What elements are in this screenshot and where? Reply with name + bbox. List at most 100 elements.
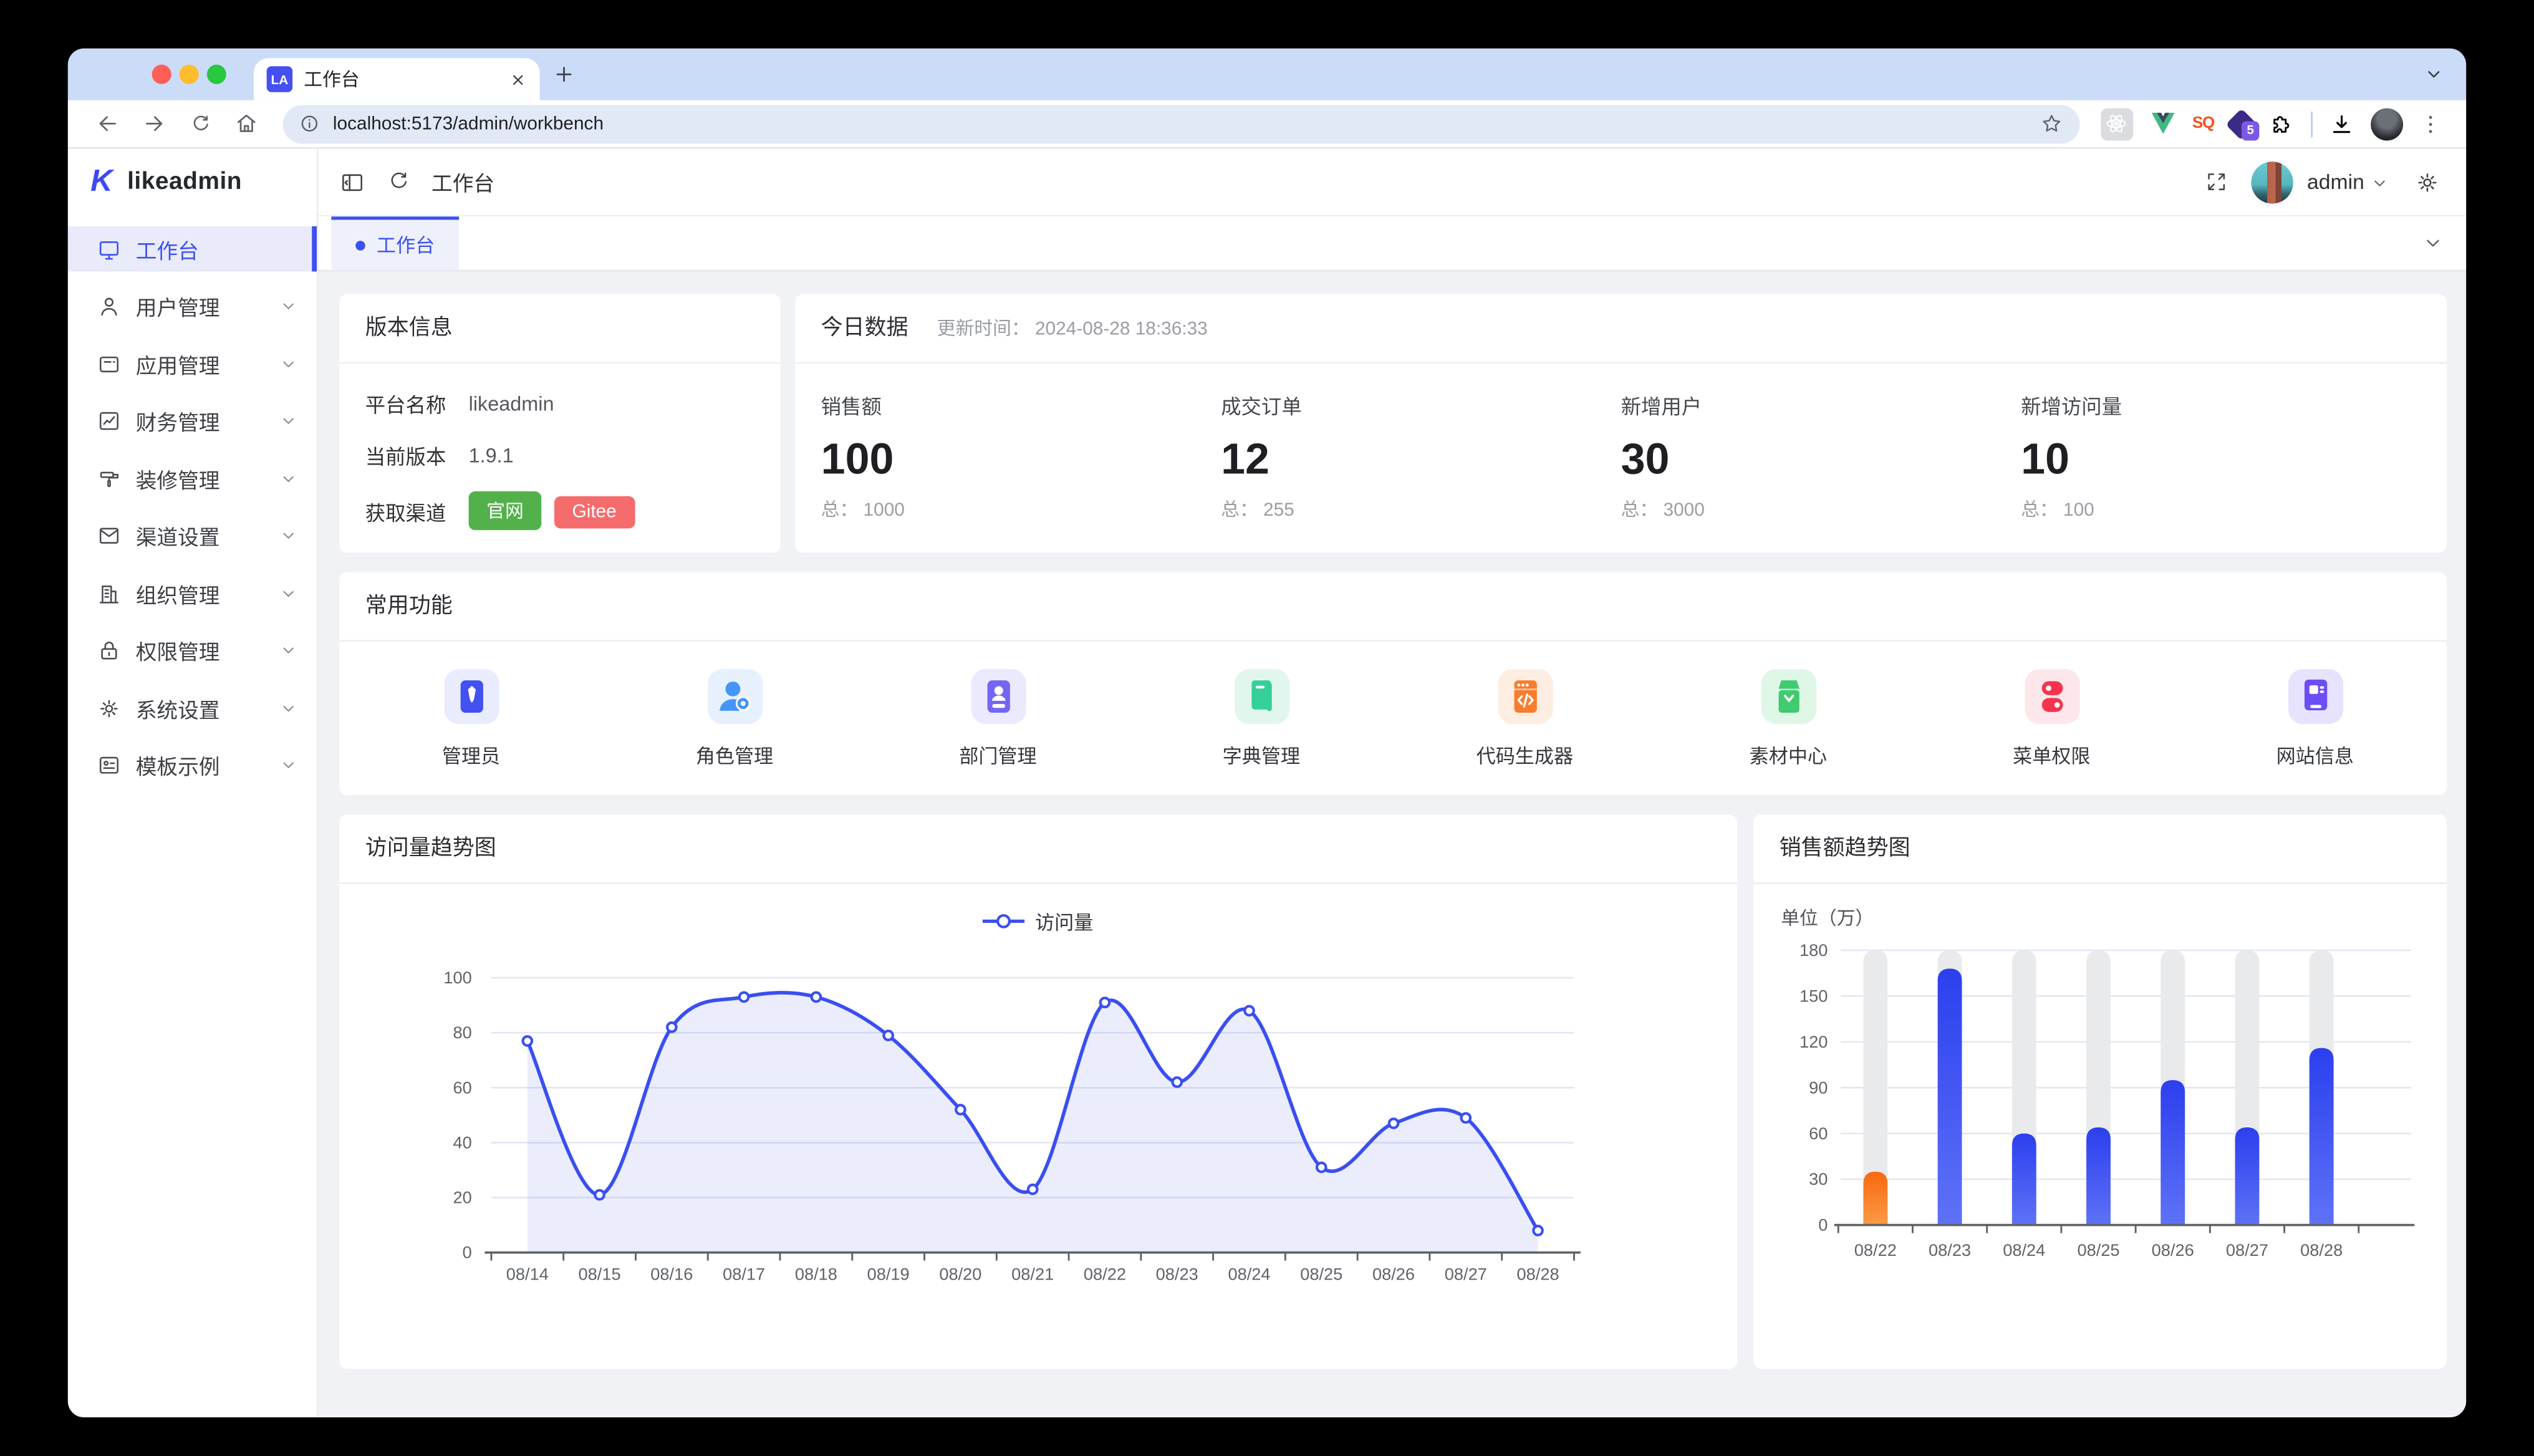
sales-bar-chart: 0 30 60 90 120 150 180 08/22 08/23 08/24 08/25 08/2…: [1799, 940, 2415, 1260]
reload-icon[interactable]: [189, 112, 211, 135]
logo-icon: K: [90, 164, 113, 198]
svg-text:08/16: 08/16: [650, 1265, 693, 1284]
legend-item-visits[interactable]: 访问量: [983, 907, 1093, 935]
sidebar-item-decoration[interactable]: 装修管理: [68, 456, 317, 501]
quick-item-dict[interactable]: 字典管理: [1130, 669, 1393, 769]
sidebar-item-finance[interactable]: 财务管理: [68, 398, 317, 444]
channel-row: 获取渠道 官网 Gitee: [365, 491, 755, 531]
quick-item-dept[interactable]: 部门管理: [866, 669, 1129, 769]
today-card-header: 今日数据 更新时间： 2024-08-28 18:36:33: [795, 294, 2447, 364]
chevron-down-icon: [279, 527, 297, 545]
tab-close-icon[interactable]: [509, 70, 527, 89]
url-bar[interactable]: localhost:5173/admin/workbench: [282, 104, 2079, 143]
svg-text:08/25: 08/25: [2077, 1240, 2119, 1260]
quick-item-website[interactable]: 网站信息: [2184, 669, 2447, 769]
back-arrow-icon[interactable]: [95, 112, 120, 136]
quick-item-label: 部门管理: [959, 745, 1037, 768]
refresh-icon[interactable]: [386, 170, 410, 194]
breadcrumb: 工作台: [431, 171, 495, 196]
admin-badge-icon: [443, 669, 499, 725]
sidebar-item-label: 装修管理: [135, 468, 220, 493]
url-text: localhost:5173/admin/workbench: [332, 113, 604, 133]
app-logo[interactable]: K likeadmin: [68, 148, 317, 215]
site-info-icon[interactable]: [299, 113, 320, 134]
close-window-button[interactable]: [152, 64, 171, 84]
downloads-icon[interactable]: [2329, 111, 2354, 137]
sidebar-item-channel[interactable]: 渠道设置: [68, 513, 317, 559]
visits-line-chart: 0 20 40 60 80 100 08/14 08/15 08/16 08/17 08/18 08/…: [443, 968, 1581, 1284]
svg-text:08/28: 08/28: [1517, 1265, 1559, 1284]
settings-gear-icon[interactable]: [2414, 169, 2440, 195]
fullscreen-icon[interactable]: [2204, 170, 2228, 194]
user-icon: [97, 294, 122, 319]
visits-card-title: 访问量趋势图: [339, 814, 1738, 884]
react-devtools-icon[interactable]: [2100, 107, 2133, 140]
channel-button-官网[interactable]: 官网: [468, 491, 542, 531]
page-tab-label: 工作台: [376, 234, 435, 258]
chevron-down-icon: [279, 355, 297, 373]
paint-roller-icon: [97, 466, 122, 491]
svg-text:08/22: 08/22: [1084, 1265, 1126, 1284]
quick-item-label: 素材中心: [1749, 745, 1828, 768]
svg-text:90: 90: [1809, 1078, 1828, 1097]
sidebar-item-organization[interactable]: 组织管理: [68, 571, 317, 616]
menu-kebab-icon[interactable]: [2417, 111, 2443, 137]
material-box-icon: [1760, 669, 1816, 725]
quick-card-title: 常用功能: [339, 572, 2447, 642]
svg-text:08/17: 08/17: [723, 1265, 765, 1284]
quick-item-codegen[interactable]: 代码生成器: [1393, 669, 1656, 769]
quick-items: 管理员 角色管理 部门管理 字典管理 代码生成器 素材中心 菜单权限 网站信息: [339, 642, 2447, 769]
active-tab-dot: [355, 239, 365, 250]
extensions-puzzle-icon[interactable]: [2269, 111, 2295, 137]
stat-新增访问量: 新增访问量 10 总： 100: [2021, 396, 2122, 521]
building-icon: [97, 581, 122, 605]
new-tab-button[interactable]: [552, 63, 575, 85]
quick-item-role[interactable]: 角色管理: [603, 669, 866, 769]
forward-arrow-icon[interactable]: [142, 112, 166, 136]
svg-text:180: 180: [1799, 940, 1828, 960]
quick-item-material[interactable]: 素材中心: [1657, 669, 1920, 769]
logo-text: likeadmin: [127, 168, 243, 196]
svg-text:0: 0: [1818, 1215, 1828, 1235]
sidebar-item-permission[interactable]: 权限管理: [68, 628, 317, 673]
channel-button-Gitee[interactable]: Gitee: [554, 496, 635, 529]
quick-item-admin[interactable]: 管理员: [339, 669, 602, 769]
chevron-down-icon: [279, 642, 297, 660]
today-stats: 销售额 100 总： 1000 成交订单 12 总： 255 新增用户 30 总： 3000 新增…: [795, 364, 2447, 522]
user-avatar[interactable]: [2250, 160, 2293, 203]
browser-tab[interactable]: LA 工作台: [253, 58, 540, 100]
svg-text:08/20: 08/20: [939, 1265, 981, 1284]
sales-card-title: 销售额趋势图: [1753, 814, 2447, 884]
svg-text:40: 40: [453, 1133, 472, 1152]
sq-extension-icon[interactable]: SQ: [2192, 115, 2215, 133]
home-icon[interactable]: [234, 112, 259, 136]
page-tab-workbench[interactable]: 工作台: [331, 216, 460, 270]
profile-avatar[interactable]: [2371, 107, 2404, 140]
sidebar-item-workbench[interactable]: 工作台: [67, 226, 317, 272]
tab-bar-chevron-down-icon[interactable]: [2422, 233, 2444, 254]
username[interactable]: admin: [2307, 170, 2364, 195]
browser-window: LA 工作台 localhost:5173/admin/workbench SQ…: [67, 48, 2467, 1418]
svg-text:0: 0: [463, 1243, 472, 1262]
s5-extension-icon[interactable]: 5: [2225, 107, 2260, 140]
minimize-window-button[interactable]: [179, 64, 199, 84]
tab-search-chevron-icon[interactable]: [2424, 65, 2444, 84]
collapse-sidebar-icon[interactable]: [339, 169, 365, 195]
svg-text:08/15: 08/15: [579, 1265, 621, 1284]
sidebar-item-users[interactable]: 用户管理: [68, 284, 317, 329]
user-chevron-down-icon[interactable]: [2371, 175, 2389, 193]
vue-devtools-icon[interactable]: [2149, 112, 2176, 136]
quick-item-menu-auth[interactable]: 菜单权限: [1920, 669, 2183, 769]
monitor-icon: [97, 237, 122, 261]
chart-legend-row: 访问量: [339, 884, 1737, 958]
svg-text:08/28: 08/28: [2300, 1240, 2343, 1260]
mail-icon: [97, 524, 122, 548]
sidebar-item-system[interactable]: 系统设置: [68, 685, 317, 731]
legend-marker-icon: [983, 914, 1026, 928]
bookmark-star-icon[interactable]: [2039, 112, 2063, 136]
sidebar-item-template[interactable]: 模板示例: [68, 743, 317, 788]
zoom-window-button[interactable]: [206, 64, 226, 84]
sidebar-item-apps[interactable]: 应用管理: [68, 341, 317, 387]
gear-icon: [97, 696, 122, 720]
